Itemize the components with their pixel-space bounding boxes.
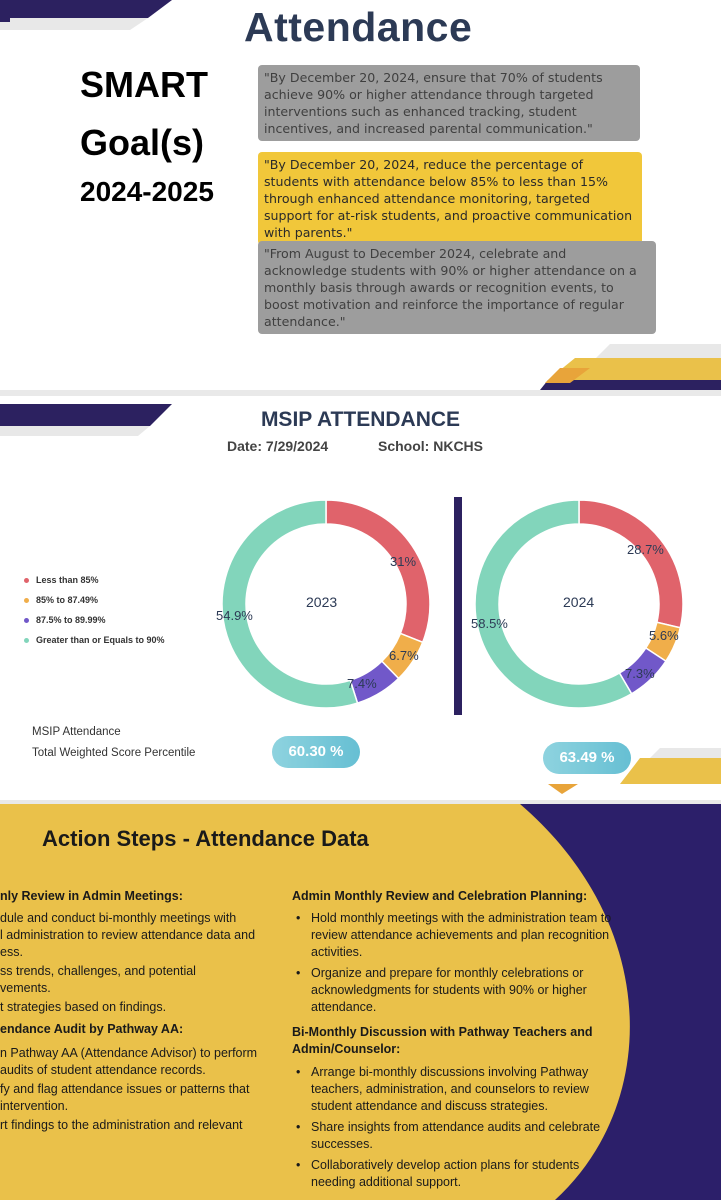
left-text-line: t strategies based on findings.	[0, 1000, 167, 1014]
left-text-line: audits of student attendance records.	[0, 1063, 206, 1077]
school-name: School: NKCHS	[378, 438, 483, 454]
left-text-line: rt findings to the administration and re…	[0, 1118, 243, 1132]
legend-label: 87.5% to 89.99%	[36, 615, 106, 625]
list-item-text: Hold monthly meetings with the administr…	[311, 911, 612, 959]
chart-divider	[454, 497, 462, 715]
list-item: • Organize and prepare for monthly celebr…	[296, 965, 613, 1016]
smart-heading-year: 2024-2025	[80, 176, 214, 207]
weighted-score-label: Total Weighted Score Percentile	[32, 747, 196, 759]
slice-label-gte-90: 54.9%	[216, 608, 253, 623]
report-date: Date: 7/29/2024	[227, 438, 329, 454]
legend-item-87-89: 87.5% to 89.99%	[24, 610, 165, 630]
slide1-decoration	[0, 0, 721, 390]
left-text-line: dule and conduct bi-monthly meetings wit…	[0, 911, 237, 925]
slice-label-85-87: 5.6%	[649, 628, 679, 643]
slice-less-than-85	[325, 499, 431, 644]
left-text-line: ess.	[0, 945, 23, 959]
bullet-dot: •	[296, 966, 301, 980]
legend-label: Less than 85%	[36, 575, 99, 585]
left-section-heading-2: endance Audit by Pathway AA:	[0, 1022, 184, 1036]
legend-label: Greater than or Equals to 90%	[36, 635, 165, 645]
donut-svg-2023	[221, 499, 431, 709]
left-text-line: n Pathway AA (Attendance Advisor) to per…	[0, 1046, 258, 1060]
msip-attendance-slide: MSIP ATTENDANCE Date: 7/29/2024 School: …	[0, 396, 721, 800]
donut-chart-2024: 2024 28.7% 5.6% 7.3% 58.5%	[471, 498, 685, 710]
left-text-line: vements.	[0, 981, 51, 995]
left-text-line: fy and flag attendance issues or pattern…	[0, 1082, 250, 1096]
goal-box-2: "By December 20, 2024, reduce the percen…	[258, 152, 642, 245]
list-item: • Share insights from attendance audits a…	[296, 1119, 611, 1153]
slice-label-less-than-85: 28.7%	[627, 542, 664, 557]
slide2-decoration	[0, 404, 721, 794]
slice-label-85-87: 6.7%	[389, 648, 419, 663]
list-item: • Collaboratively develop action plans fo…	[296, 1157, 601, 1191]
action-steps-slide: Action Steps - Attendance Data nly Revie…	[0, 804, 721, 1200]
score-badge-2024: 63.49 %	[543, 742, 631, 774]
legend-item-85-87: 85% to 87.49%	[24, 590, 165, 610]
right-section-heading-1: Admin Monthly Review and Celebration Pla…	[292, 889, 588, 903]
slide-title: Action Steps - Attendance Data	[42, 826, 369, 851]
slice-label-gte-90: 58.5%	[471, 616, 508, 631]
donut-chart-2023: 2023 31% 6.7% 7.4% 54.9%	[216, 498, 432, 710]
list-item-text: Arrange bi-monthly discussions involving…	[311, 1065, 589, 1113]
slice-label-less-than-85: 31%	[390, 554, 417, 569]
goal-box-3: "From August to December 2024, celebrate…	[258, 241, 656, 334]
left-text-line: l administration to review attendance da…	[0, 928, 256, 942]
donut-year-label: 2023	[306, 594, 338, 610]
donut-year-label: 2024	[563, 594, 595, 610]
list-item: • Hold monthly meetings with the administ…	[296, 910, 613, 961]
legend-swatch	[24, 577, 29, 583]
slice-less-than-85	[578, 499, 684, 629]
left-text-line: ss trends, challenges, and potential	[0, 964, 196, 978]
left-text-line: intervention.	[0, 1099, 69, 1113]
list-item: • Arrange bi-monthly discussions involvin…	[296, 1064, 611, 1115]
donut-svg-2024	[474, 499, 684, 709]
smart-goals-slide: Attendance SMART Goal(s) 2024-2025 "By D…	[0, 0, 721, 390]
bullet-dot: •	[296, 911, 301, 925]
slide3-background	[520, 804, 721, 1200]
score-badge-2023: 60.30 %	[272, 736, 360, 768]
goal-box-1: "By December 20, 2024, ensure that 70% o…	[258, 65, 640, 141]
slide-title: Attendance	[244, 4, 473, 50]
slide-title: MSIP ATTENDANCE	[260, 408, 461, 431]
slice-label-87-89: 7.3%	[625, 666, 655, 681]
msip-attendance-label: MSIP Attendance	[32, 726, 121, 738]
list-item-text: Organize and prepare for monthly celebra…	[311, 966, 587, 1014]
smart-heading-line2: Goal(s)	[80, 122, 205, 163]
bullet-dot: •	[296, 1065, 301, 1079]
slice-gte-90	[474, 499, 633, 709]
bullet-dot: •	[296, 1158, 301, 1172]
legend-item-less-than-85: Less than 85%	[24, 570, 165, 590]
legend-swatch	[24, 637, 29, 643]
list-item-text: Share insights from attendance audits an…	[311, 1120, 601, 1151]
right-section-heading-2: Bi-Monthly Discussion with Pathway Teach…	[292, 1025, 593, 1056]
chart-legend: Less than 85% 85% to 87.49% 87.5% to 89.…	[24, 570, 165, 650]
left-section-heading-1: nly Review in Admin Meetings:	[0, 889, 183, 903]
bullet-dot: •	[296, 1120, 301, 1134]
smart-heading-line1: SMART	[80, 64, 208, 105]
list-item-text: Collaboratively develop action plans for…	[311, 1158, 580, 1189]
slice-gte-90	[221, 499, 359, 709]
legend-swatch	[24, 617, 29, 623]
legend-label: 85% to 87.49%	[36, 595, 99, 605]
legend-swatch	[24, 597, 29, 603]
legend-item-gte-90: Greater than or Equals to 90%	[24, 630, 165, 650]
slice-label-87-89: 7.4%	[347, 676, 377, 691]
